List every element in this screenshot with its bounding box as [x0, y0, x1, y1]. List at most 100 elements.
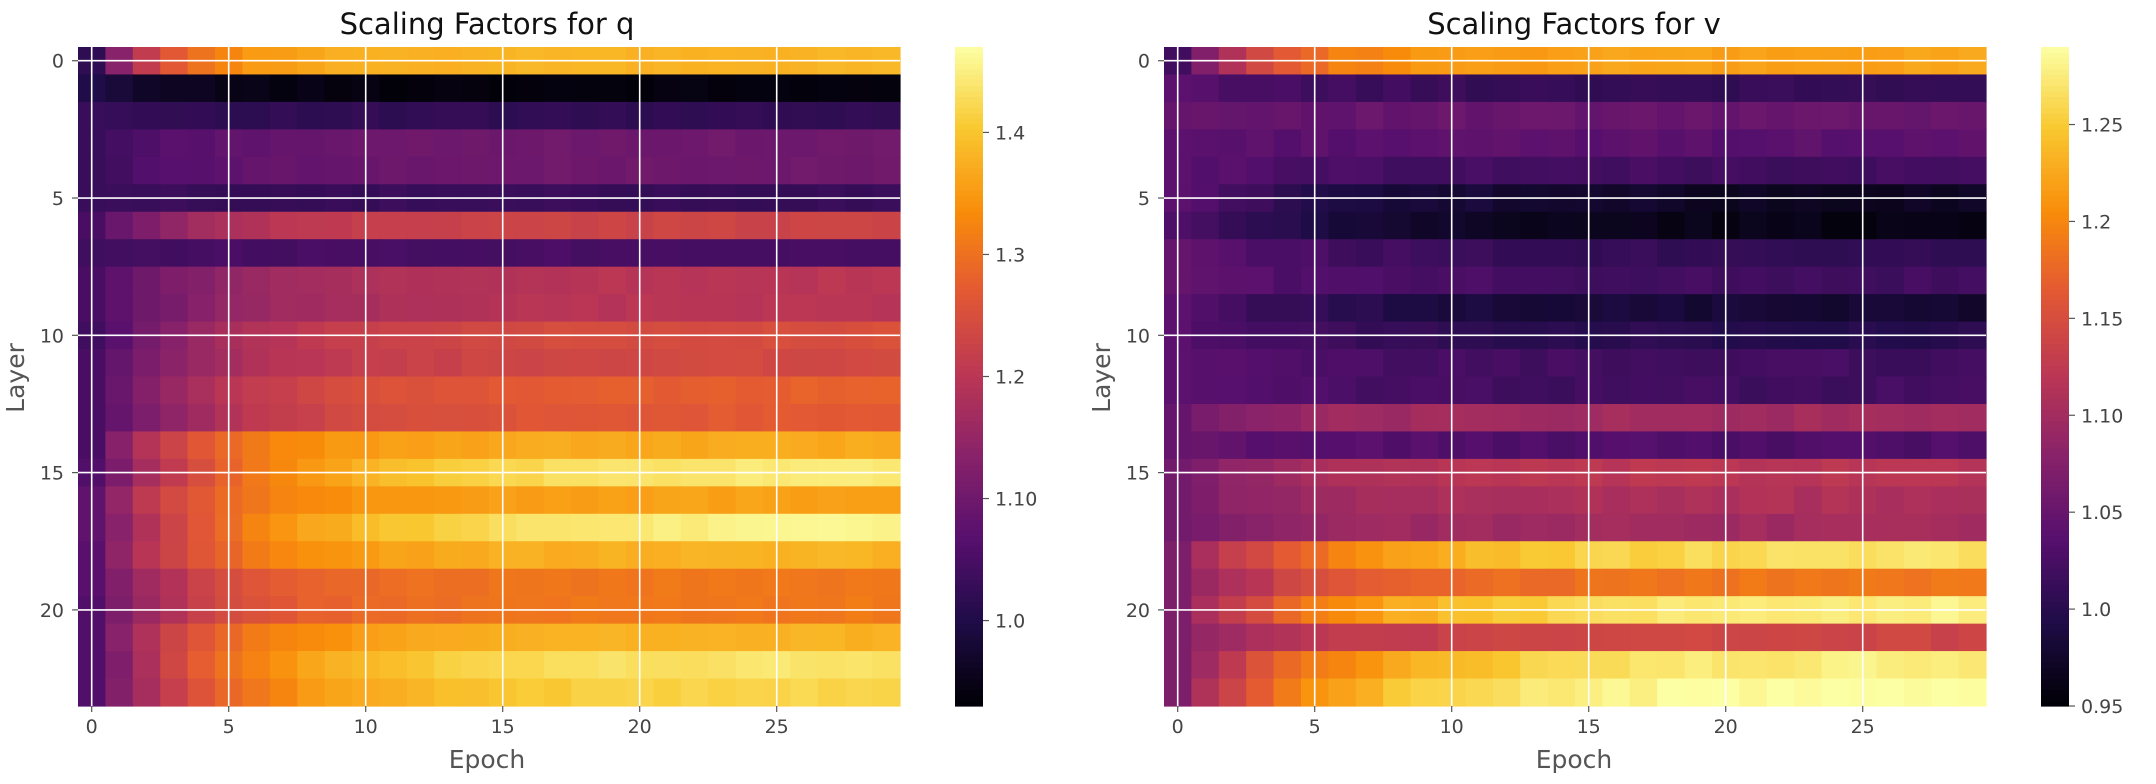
colorbar-segment: [955, 321, 983, 328]
heatmap-cell: [1246, 349, 1275, 378]
heatmap-cell: [1492, 211, 1521, 240]
heatmap-cell: [132, 156, 161, 185]
heatmap-cell: [790, 266, 819, 295]
colorbar-segment: [2041, 288, 2069, 295]
heatmap-cell: [1876, 101, 1905, 130]
heatmap-cell: [1657, 486, 1686, 515]
heatmap-cell: [1958, 294, 1987, 323]
colorbar-segment: [2041, 640, 2069, 647]
heatmap-cell: [1629, 568, 1658, 597]
heatmap-cell: [187, 568, 216, 597]
heatmap-cell: [1602, 349, 1631, 378]
heatmap-cell: [1876, 678, 1905, 707]
heatmap-cell: [105, 651, 134, 680]
heatmap-cell: [735, 513, 764, 542]
heatmap-cell: [1629, 239, 1658, 268]
colorbar-segment: [2041, 118, 2069, 125]
heatmap-cell: [872, 239, 901, 268]
heatmap-cell: [653, 541, 682, 570]
heatmap-cell: [324, 486, 353, 515]
heatmap-cell: [1657, 568, 1686, 597]
heatmap-cell: [1657, 294, 1686, 323]
heatmap-cell: [324, 294, 353, 323]
heatmap-cell: [1903, 568, 1932, 597]
heatmap-cell: [1931, 623, 1960, 652]
chart-title: Scaling Factors for q: [340, 7, 635, 41]
heatmap-cell: [1903, 211, 1932, 240]
colorbar-segment: [955, 294, 983, 301]
heatmap-cell: [1328, 74, 1357, 103]
heatmap-cell: [845, 266, 874, 295]
heatmap-cell: [461, 101, 490, 130]
heatmap-cell: [297, 156, 326, 185]
heatmap-cell: [817, 239, 846, 268]
colorbar-segment: [2041, 673, 2069, 680]
heatmap-cell: [1273, 349, 1302, 378]
heatmap-cell: [379, 101, 408, 130]
heatmap-cell: [598, 403, 627, 433]
heatmap-cell: [1629, 513, 1658, 542]
heatmap-cell: [269, 403, 298, 433]
heatmap-cell: [571, 266, 600, 295]
heatmap-cell: [1903, 678, 1932, 707]
heatmap-cell: [1218, 156, 1247, 185]
heatmap-cell: [406, 211, 435, 240]
heatmap-cell: [1465, 431, 1494, 460]
heatmap-cell: [105, 376, 134, 405]
heatmap-cell: [1958, 651, 1987, 680]
heatmap-cell: [790, 239, 819, 268]
heatmap-cell: [1520, 651, 1549, 680]
colorbar-segment: [955, 420, 983, 427]
heatmap-cell: [1657, 678, 1686, 707]
colorbar-segment: [2041, 107, 2069, 114]
heatmap-cell: [708, 623, 737, 652]
heatmap-cell: [242, 239, 271, 268]
heatmap-cell: [708, 486, 737, 515]
heatmap-cell: [160, 156, 189, 185]
colorbar-segment: [2041, 387, 2069, 394]
colorbar-segment: [955, 590, 983, 597]
heatmap-cell: [1191, 156, 1220, 185]
colorbar-segment: [2041, 552, 2069, 559]
heatmap-cell: [379, 74, 408, 103]
heatmap-cell: [132, 651, 161, 680]
heatmap-cell: [1739, 541, 1768, 570]
heatmap-cell: [1739, 156, 1768, 185]
heatmap-cell: [1273, 403, 1302, 433]
heatmap-cell: [680, 403, 709, 433]
heatmap-cell: [461, 568, 490, 597]
heatmap-cell: [324, 513, 353, 542]
heatmap-cell: [1355, 266, 1384, 295]
heatmap-cell: [790, 623, 819, 652]
colorbar-segment: [2041, 480, 2069, 487]
colorbar-segment: [2041, 96, 2069, 103]
heatmap-cell: [1766, 376, 1795, 405]
heatmap-cell: [105, 568, 134, 597]
heatmap-cell: [1492, 156, 1521, 185]
heatmap-cell: [1465, 486, 1494, 515]
heatmap-cell: [1328, 266, 1357, 295]
heatmap-cell: [1191, 678, 1220, 707]
heatmap-cell: [1629, 129, 1658, 158]
heatmap-cell: [680, 568, 709, 597]
heatmap-cell: [406, 376, 435, 405]
colorbar-segment: [2041, 398, 2069, 405]
heatmap-cell: [1355, 541, 1384, 570]
heatmap-cell: [598, 74, 627, 103]
heatmap-cell: [598, 101, 627, 130]
heatmap-cell: [297, 266, 326, 295]
heatmap-cell: [434, 101, 463, 130]
heatmap-cell: [653, 266, 682, 295]
heatmap-cell: [1273, 513, 1302, 542]
heatmap-cell: [653, 431, 682, 460]
heatmap-cell: [598, 266, 627, 295]
y-tick-label: 5: [52, 188, 64, 210]
y-axis-label: Layer: [1087, 342, 1116, 412]
colorbar-segment: [955, 645, 983, 652]
heatmap-cell: [1629, 403, 1658, 433]
colorbar-segment: [955, 47, 983, 54]
heatmap-cell: [872, 156, 901, 185]
colorbar-segment: [2041, 316, 2069, 323]
colorbar-segment: [955, 579, 983, 586]
heatmap-cell: [516, 101, 545, 130]
